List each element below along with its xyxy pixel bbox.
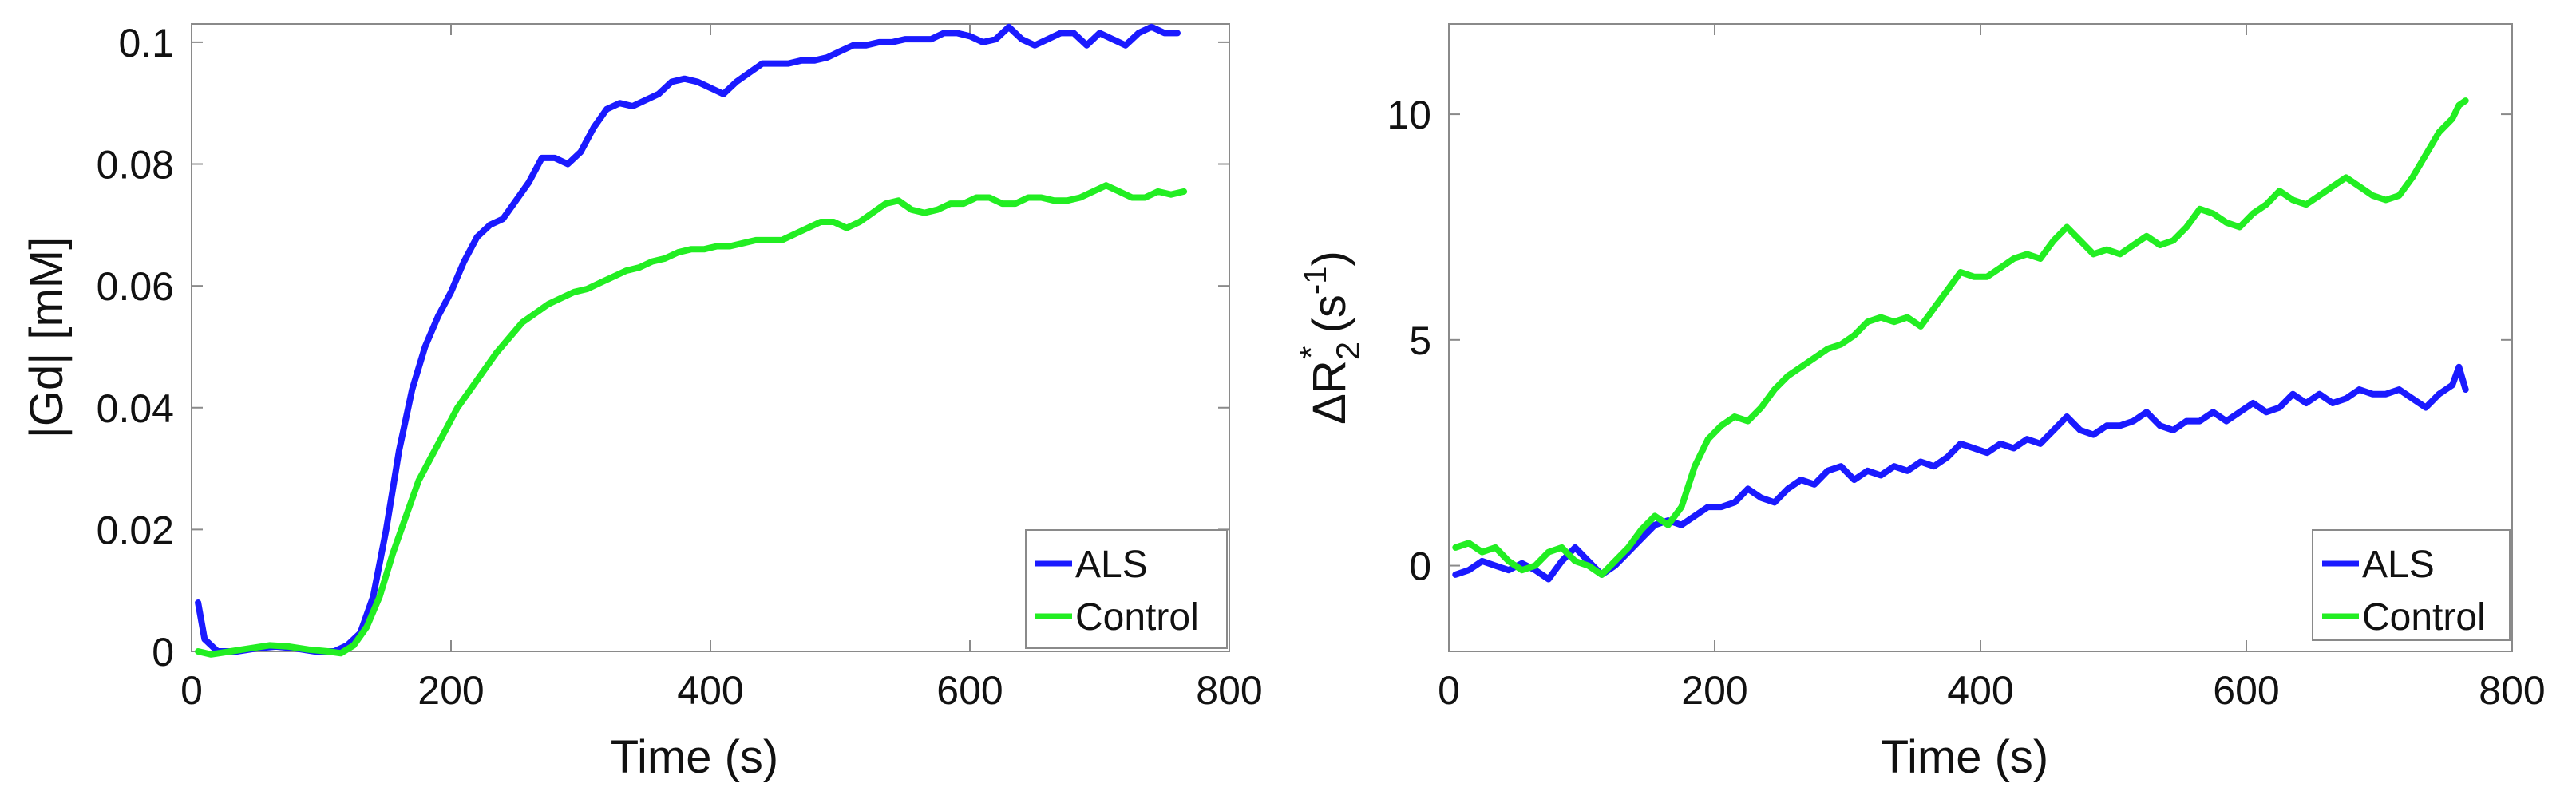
x-axis-label: Time (s) bbox=[1881, 731, 2048, 783]
series-line-control bbox=[1452, 97, 2469, 578]
x-tick-label: 200 bbox=[1681, 668, 1747, 713]
x-tick-label: 200 bbox=[417, 668, 484, 713]
legend-label-als: ALS bbox=[1075, 544, 1148, 586]
y-tick-label: 0.06 bbox=[97, 264, 174, 309]
legend-label-control: Control bbox=[2362, 596, 2486, 639]
y-axis-label: ΔR2* (s-1) bbox=[1292, 251, 1367, 425]
y-tick-label: 0 bbox=[1409, 544, 1431, 589]
y-tick-label: 0.08 bbox=[97, 143, 174, 188]
y-tick-label: 0.02 bbox=[97, 508, 174, 552]
y-tick-label: 10 bbox=[1387, 93, 1431, 137]
delta-r2-chart: 0 200 400 600 800 0 5 10 Time (s) ΔR2* (s-1) ALS Co… bbox=[1292, 23, 2546, 783]
x-tick-label: 400 bbox=[677, 668, 743, 713]
x-tick-label: 800 bbox=[2479, 668, 2545, 713]
x-tick-label: 400 bbox=[1947, 668, 2013, 713]
x-tick-label: 0 bbox=[1438, 668, 1460, 713]
series-line-control bbox=[195, 182, 1188, 658]
gd-concentration-chart: 0 200 400 600 800 0 0.02 0.04 0.06 0.08 0.1 Time (s… bbox=[21, 21, 1263, 783]
x-tick-label: 800 bbox=[1196, 668, 1262, 713]
x-tick-label: 600 bbox=[936, 668, 1003, 713]
y-tick-label: 0.04 bbox=[97, 386, 174, 431]
y-tick-label: 0 bbox=[152, 630, 174, 674]
legend-box bbox=[1025, 529, 1228, 649]
x-tick-label: 600 bbox=[2213, 668, 2279, 713]
legend-box bbox=[2312, 529, 2511, 641]
y-tick-label: 0.1 bbox=[118, 21, 174, 65]
x-tick-label: 0 bbox=[180, 668, 203, 713]
x-axis-label: Time (s) bbox=[611, 731, 778, 783]
y-tick-label: 5 bbox=[1409, 318, 1431, 363]
legend-label-als: ALS bbox=[2362, 544, 2435, 586]
series-line-als bbox=[195, 23, 1181, 655]
legend-label-control: Control bbox=[1075, 596, 1199, 639]
y-axis-label: |Gd| [mM] bbox=[21, 237, 73, 438]
